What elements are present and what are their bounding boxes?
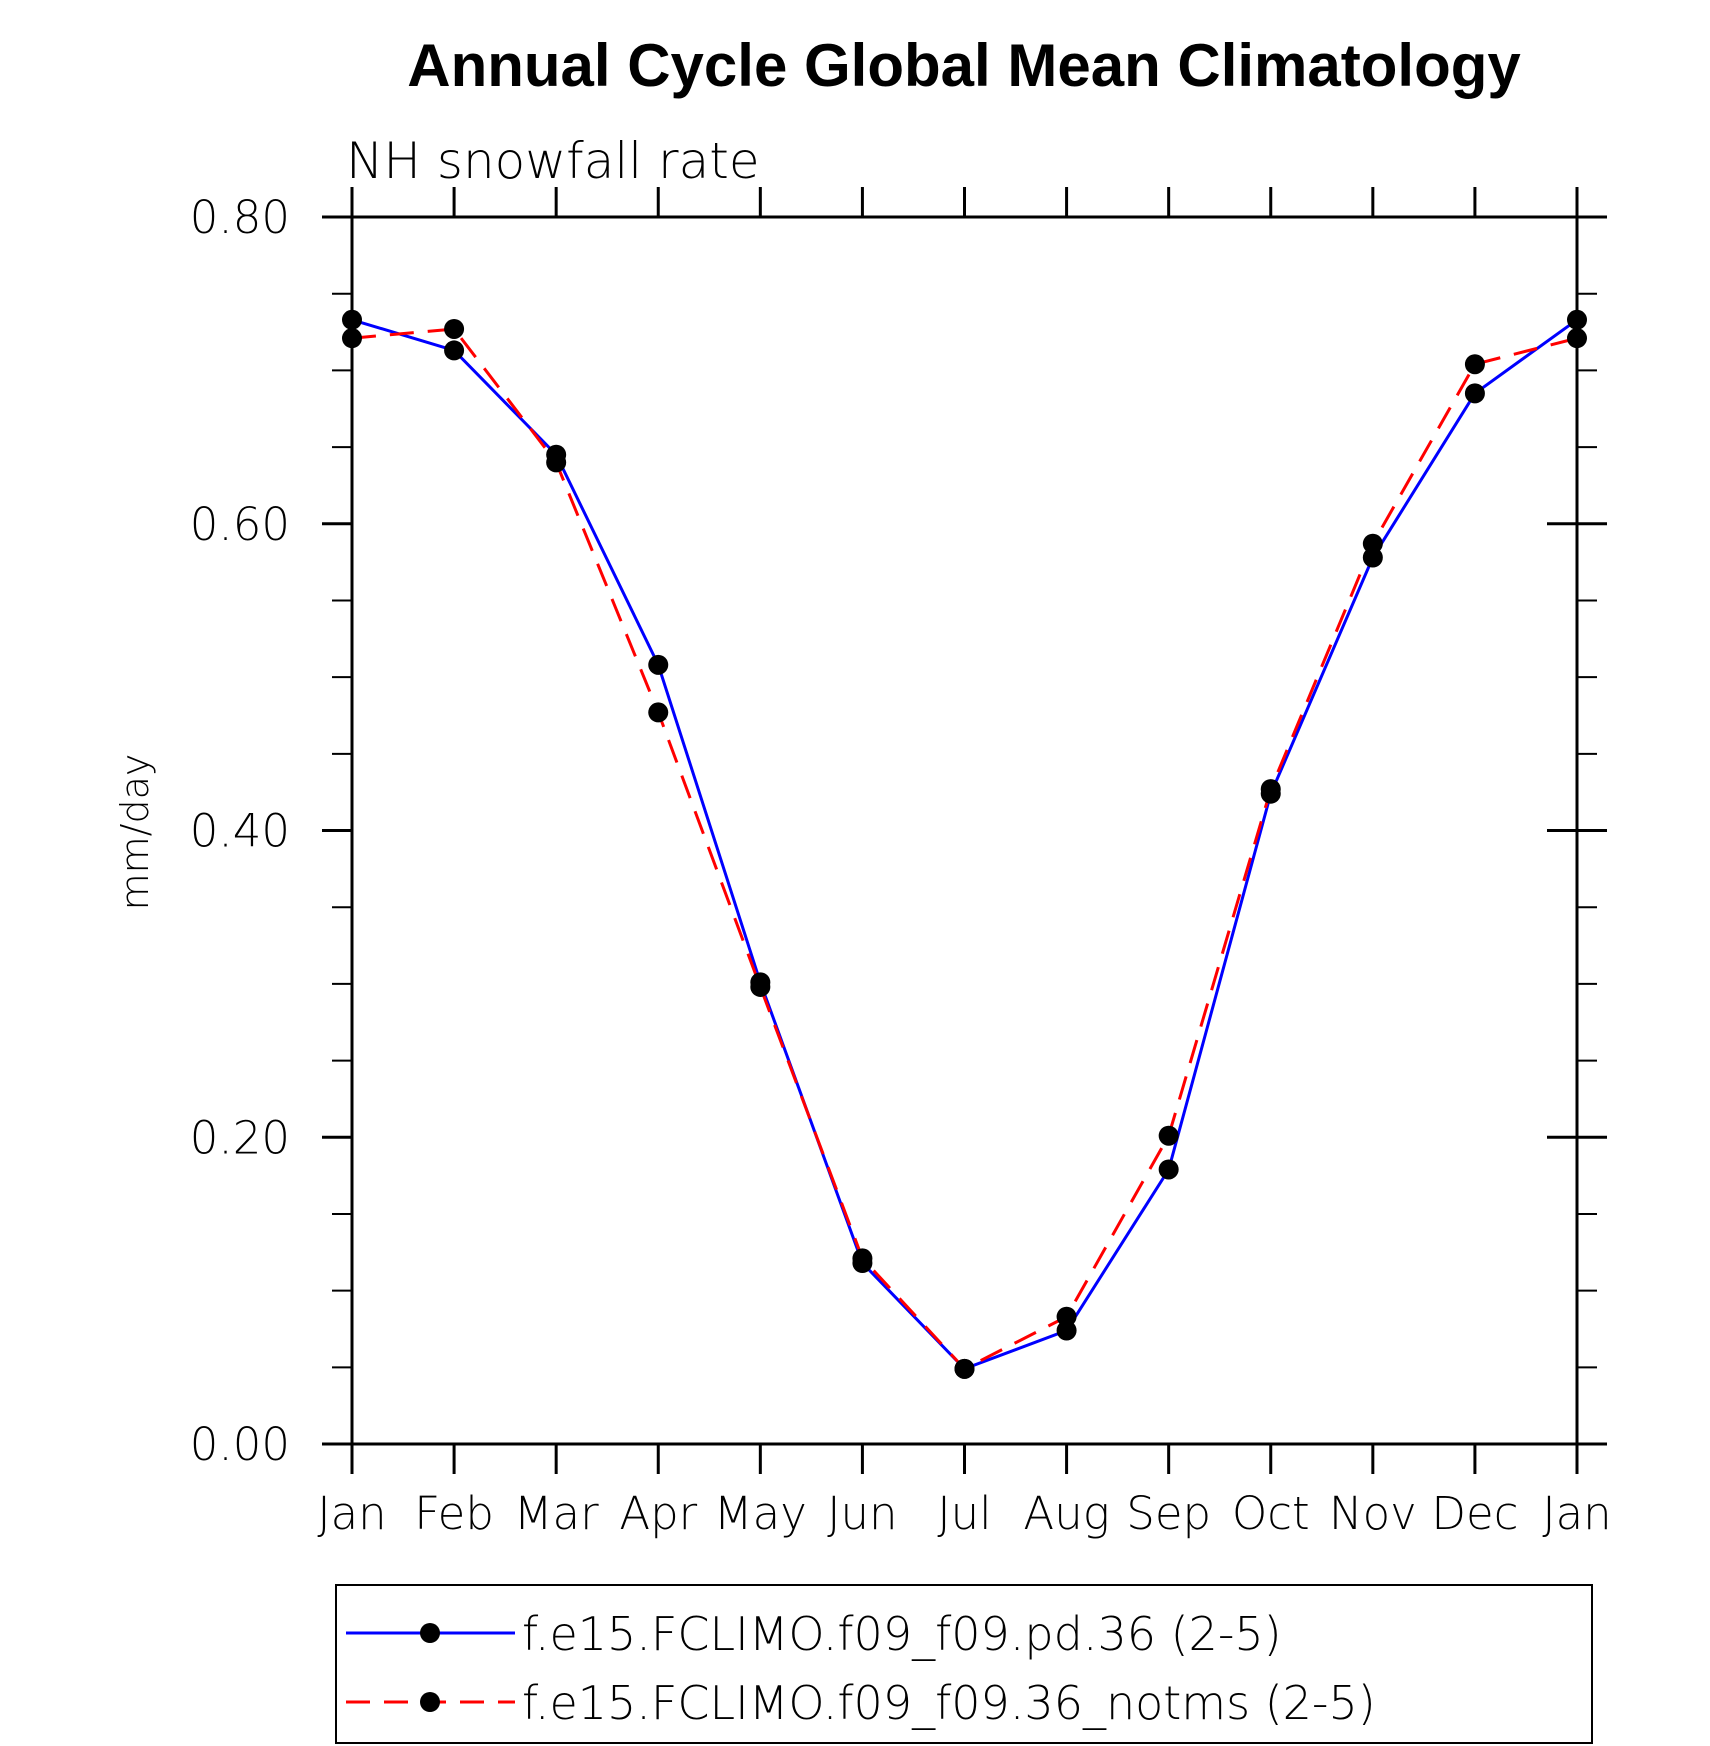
chart-subtitle: NH snowfall rate — [346, 132, 760, 190]
series-1-point — [1056, 1306, 1077, 1327]
legend: f.e15.FCLIMO.f09_f09.pd.36 (2-5) f.e15.FC… — [335, 1584, 1593, 1744]
x-tick-label: Feb — [414, 1487, 494, 1540]
series-0-point — [1362, 547, 1383, 568]
series-0-point — [444, 340, 465, 361]
y-tick-label: 0.20 — [190, 1111, 290, 1164]
series-line-0 — [351, 318, 1578, 1371]
series-1-point — [954, 1358, 975, 1379]
x-tick-label: Jul — [937, 1487, 991, 1540]
series-0-point — [1056, 1320, 1077, 1341]
series-1-point — [1158, 1125, 1179, 1146]
series-1-point — [648, 702, 669, 723]
series-0-point — [648, 654, 669, 675]
series-0-point — [1158, 1159, 1179, 1180]
legend-marker-1 — [420, 1692, 440, 1712]
plot-frame — [350, 215, 1579, 1446]
x-tick-label: Jun — [827, 1487, 897, 1540]
x-tick-label: Aug — [1023, 1487, 1109, 1540]
x-tick-label: Jan — [317, 1487, 386, 1540]
series-1-point — [1260, 779, 1281, 800]
series-0-point — [1464, 383, 1485, 404]
series-1-point — [1362, 533, 1383, 554]
y-tick-label: 0.00 — [190, 1418, 290, 1471]
x-tick-label: Nov — [1329, 1487, 1417, 1540]
series-1-point — [852, 1248, 873, 1269]
series-1-point — [546, 452, 567, 473]
x-tick-label: Oct — [1232, 1487, 1310, 1540]
x-tick-label: Jan — [1542, 1487, 1611, 1540]
series-1-point — [1464, 354, 1485, 375]
x-tick-label: Apr — [619, 1487, 697, 1540]
x-tick-label: Sep — [1126, 1487, 1211, 1540]
axis-ticks: Jan Feb Mar Apr May Jun Jul Aug Sep Oct Nov Dec Jan 0… — [190, 187, 1612, 1540]
y-tick-label: 0.40 — [190, 805, 290, 858]
y-tick-label: 0.80 — [190, 191, 290, 244]
y-axis-label: mm/day — [113, 754, 157, 911]
x-tick-label: May — [714, 1487, 807, 1540]
legend-label-0: f.e15.FCLIMO.f09_f09.pd.36 (2-5) — [522, 1607, 1282, 1661]
chart-title: Annual Cycle Global Mean Climatology — [407, 32, 1521, 99]
legend-marker-0 — [420, 1623, 440, 1643]
x-tick-label: Dec — [1431, 1487, 1518, 1540]
y-tick-label: 0.60 — [190, 498, 290, 551]
series-1-point — [750, 976, 771, 997]
legend-box — [335, 1584, 1593, 1744]
series-line-1 — [351, 327, 1578, 1371]
x-tick-label: Mar — [514, 1487, 599, 1540]
series-1-point — [444, 318, 465, 339]
series-markers — [342, 309, 1587, 1379]
series-lines — [351, 318, 1578, 1371]
legend-label-1: f.e15.FCLIMO.f09_f09.36_notms (2-5) — [522, 1676, 1376, 1730]
